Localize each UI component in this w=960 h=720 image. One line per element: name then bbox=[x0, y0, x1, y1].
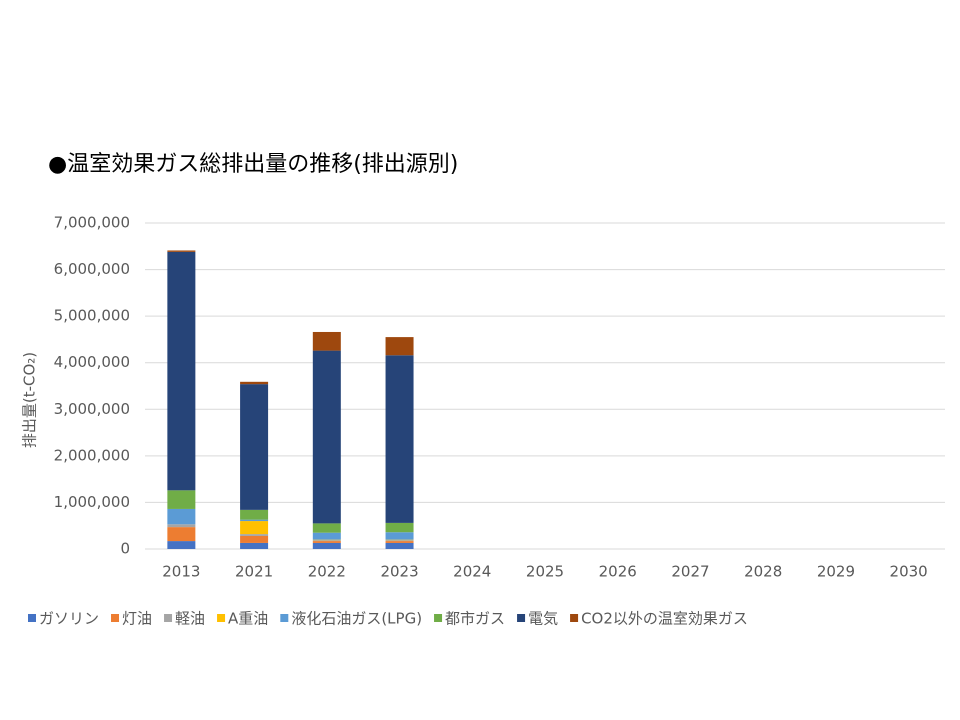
bar-segment bbox=[167, 524, 196, 528]
legend-label: 灯油 bbox=[122, 610, 152, 628]
bar-segment bbox=[312, 331, 341, 351]
legend-swatch bbox=[217, 614, 226, 622]
bar-segment bbox=[167, 527, 196, 542]
bar-segment bbox=[312, 542, 341, 549]
legend-label: CO2以外の温室効果ガス bbox=[581, 610, 748, 628]
bar-segment bbox=[167, 541, 196, 549]
y-tick-label: 2,000,000 bbox=[54, 446, 130, 464]
legend-swatch bbox=[517, 614, 526, 622]
bar-segment bbox=[385, 541, 414, 543]
bar-segment bbox=[312, 540, 341, 542]
x-tick-label: 2013 bbox=[162, 563, 200, 581]
bar-segment bbox=[240, 534, 269, 536]
bar-segment bbox=[385, 542, 414, 549]
x-tick-label: 2024 bbox=[453, 563, 491, 581]
bar-segment bbox=[167, 508, 196, 525]
bar-segment bbox=[385, 540, 414, 542]
legend-swatch bbox=[434, 614, 443, 622]
x-tick-label: 2028 bbox=[744, 563, 782, 581]
chart-title: ●温室効果ガス総排出量の推移(排出源別) bbox=[48, 152, 458, 177]
bar-segment bbox=[240, 509, 269, 520]
bar-segment bbox=[240, 384, 269, 510]
legend-swatch bbox=[164, 614, 173, 622]
legend-label: 液化石油ガス(LPG) bbox=[291, 610, 422, 628]
y-tick-label: 0 bbox=[120, 540, 130, 558]
x-tick-label: 2030 bbox=[890, 563, 928, 581]
y-axis-label: 排出量(t-CO₂) bbox=[21, 352, 39, 448]
bar-segment bbox=[240, 521, 269, 535]
y-tick-label: 4,000,000 bbox=[54, 353, 130, 371]
bar-segment bbox=[312, 350, 341, 524]
x-tick-label: 2023 bbox=[380, 563, 418, 581]
bar-segment bbox=[312, 532, 341, 540]
legend-label: 都市ガス bbox=[445, 610, 505, 628]
y-tick-label: 5,000,000 bbox=[54, 307, 130, 325]
x-tick-label: 2022 bbox=[308, 563, 346, 581]
legend-label: 電気 bbox=[528, 610, 558, 628]
legend-label: A重油 bbox=[228, 610, 268, 628]
legend-label: ガソリン bbox=[39, 610, 99, 628]
bar-segment bbox=[240, 535, 269, 543]
y-tick-label: 7,000,000 bbox=[54, 214, 130, 232]
y-tick-label: 6,000,000 bbox=[54, 260, 130, 278]
legend-label: 軽油 bbox=[175, 610, 205, 628]
legend-swatch bbox=[111, 614, 120, 622]
legend-swatch bbox=[280, 614, 289, 622]
bar-segment bbox=[385, 337, 414, 356]
bar-segment bbox=[240, 381, 269, 385]
legend-swatch bbox=[570, 614, 579, 622]
x-tick-label: 2025 bbox=[526, 563, 564, 581]
legend-swatch bbox=[28, 614, 36, 622]
y-tick-label: 1,000,000 bbox=[54, 493, 130, 511]
x-tick-label: 2027 bbox=[671, 563, 709, 581]
x-tick-label: 2021 bbox=[235, 563, 273, 581]
bar-segment bbox=[167, 250, 196, 252]
bar-segment bbox=[312, 523, 341, 533]
x-tick-label: 2026 bbox=[599, 563, 637, 581]
bar-segment bbox=[167, 490, 196, 509]
bar-segment bbox=[385, 532, 414, 540]
bar-segment bbox=[385, 522, 414, 533]
bar-segment bbox=[240, 542, 269, 549]
bar-segment bbox=[385, 355, 414, 523]
bar-segment bbox=[240, 519, 269, 522]
x-tick-label: 2029 bbox=[817, 563, 855, 581]
y-tick-label: 3,000,000 bbox=[54, 400, 130, 418]
bar-segment bbox=[312, 541, 341, 543]
bar-segment bbox=[167, 251, 196, 491]
